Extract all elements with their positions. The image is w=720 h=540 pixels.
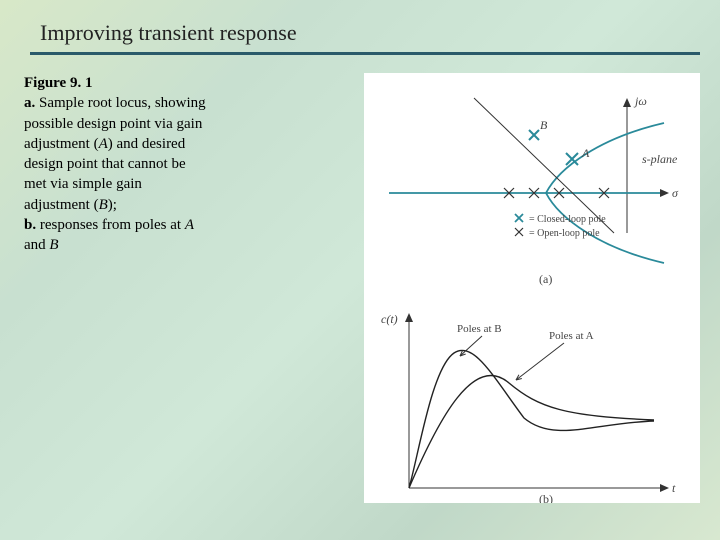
figure-svg: jω σ s-plane A B = Closed-loop pole = Open-loo… bbox=[364, 73, 694, 503]
svg-text:t: t bbox=[672, 481, 676, 495]
part-b-and: and bbox=[24, 237, 49, 253]
svg-text:jω: jω bbox=[633, 94, 647, 108]
part-a-label: a. bbox=[24, 95, 35, 111]
svg-text:c(t): c(t) bbox=[381, 312, 398, 326]
italic-B: B bbox=[99, 197, 108, 213]
svg-text:Poles at A: Poles at A bbox=[549, 330, 594, 342]
svg-text:(b): (b) bbox=[539, 492, 553, 503]
italic-B2: B bbox=[49, 237, 58, 253]
figure-label: Figure 9. 1 bbox=[24, 75, 92, 91]
svg-text:Poles at B: Poles at B bbox=[457, 323, 502, 335]
svg-text:(a): (a) bbox=[539, 272, 552, 286]
italic-A2: A bbox=[185, 217, 194, 233]
italic-A: A bbox=[99, 136, 108, 152]
svg-text:σ: σ bbox=[672, 186, 679, 200]
svg-text:= Open-loop pole: = Open-loop pole bbox=[529, 228, 600, 239]
figure-panel: jω σ s-plane A B = Closed-loop pole = Open-loo… bbox=[364, 73, 700, 503]
part-b-label: b. bbox=[24, 217, 36, 233]
svg-text:A: A bbox=[581, 146, 590, 160]
part-b-text: responses from poles at bbox=[36, 217, 185, 233]
part-a-text3: ); bbox=[108, 197, 117, 213]
svg-text:B: B bbox=[540, 118, 548, 132]
svg-text:s-plane: s-plane bbox=[642, 152, 678, 166]
svg-text:= Closed-loop pole: = Closed-loop pole bbox=[529, 214, 606, 225]
page-title: Improving transient response bbox=[40, 20, 720, 52]
figure-caption: Figure 9. 1 a. Sample root locus, showin… bbox=[24, 73, 209, 503]
